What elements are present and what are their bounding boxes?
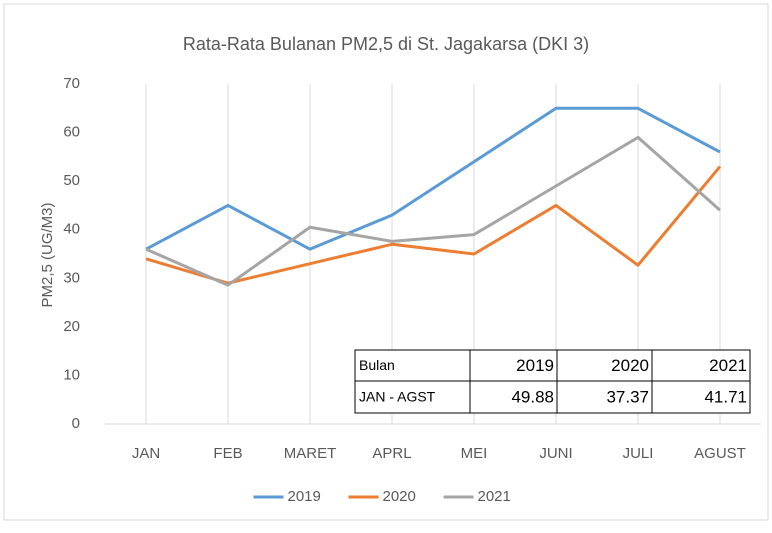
x-tick-label: FEB bbox=[213, 445, 242, 462]
legend-label: 2019 bbox=[288, 488, 321, 505]
y-tick-label: 70 bbox=[63, 75, 80, 92]
y-tick-label: 10 bbox=[63, 366, 80, 383]
y-tick-label: 20 bbox=[63, 318, 80, 335]
y-axis-title: PM2,5 (UG/M3) bbox=[39, 202, 56, 307]
x-tick-label: JULI bbox=[623, 445, 654, 462]
table-cell: 2021 bbox=[709, 356, 747, 375]
chart-title: Rata-Rata Bulanan PM2,5 di St. Jagakarsa… bbox=[183, 34, 589, 54]
table-cell: 41.71 bbox=[704, 387, 747, 406]
chart-frame bbox=[3, 3, 769, 521]
table-cell: 49.88 bbox=[511, 387, 554, 406]
table-cell: 37.37 bbox=[606, 387, 649, 406]
table-cell: JAN - AGST bbox=[359, 389, 436, 405]
line-series bbox=[145, 106, 721, 251]
x-tick-label: JAN bbox=[132, 445, 160, 462]
y-tick-label: 40 bbox=[63, 221, 80, 238]
x-tick-label: JUNI bbox=[539, 445, 572, 462]
legend-label: 2021 bbox=[478, 488, 511, 505]
y-tick-label: 60 bbox=[63, 124, 80, 141]
x-tick-label: MEI bbox=[461, 445, 488, 462]
y-tick-label: 0 bbox=[72, 415, 80, 432]
y-tick-label: 30 bbox=[63, 269, 80, 286]
x-tick-label: APRL bbox=[372, 445, 411, 462]
legend-label: 2020 bbox=[383, 488, 416, 505]
y-tick-label: 50 bbox=[63, 172, 80, 189]
line-series bbox=[145, 135, 721, 287]
line-series bbox=[145, 165, 722, 285]
x-tick-label: AGUST bbox=[694, 445, 746, 462]
table-cell: 2019 bbox=[516, 356, 554, 375]
table-cell: Bulan bbox=[359, 357, 395, 373]
table-cell: 2020 bbox=[611, 356, 649, 375]
x-tick-label: MARET bbox=[284, 445, 337, 462]
